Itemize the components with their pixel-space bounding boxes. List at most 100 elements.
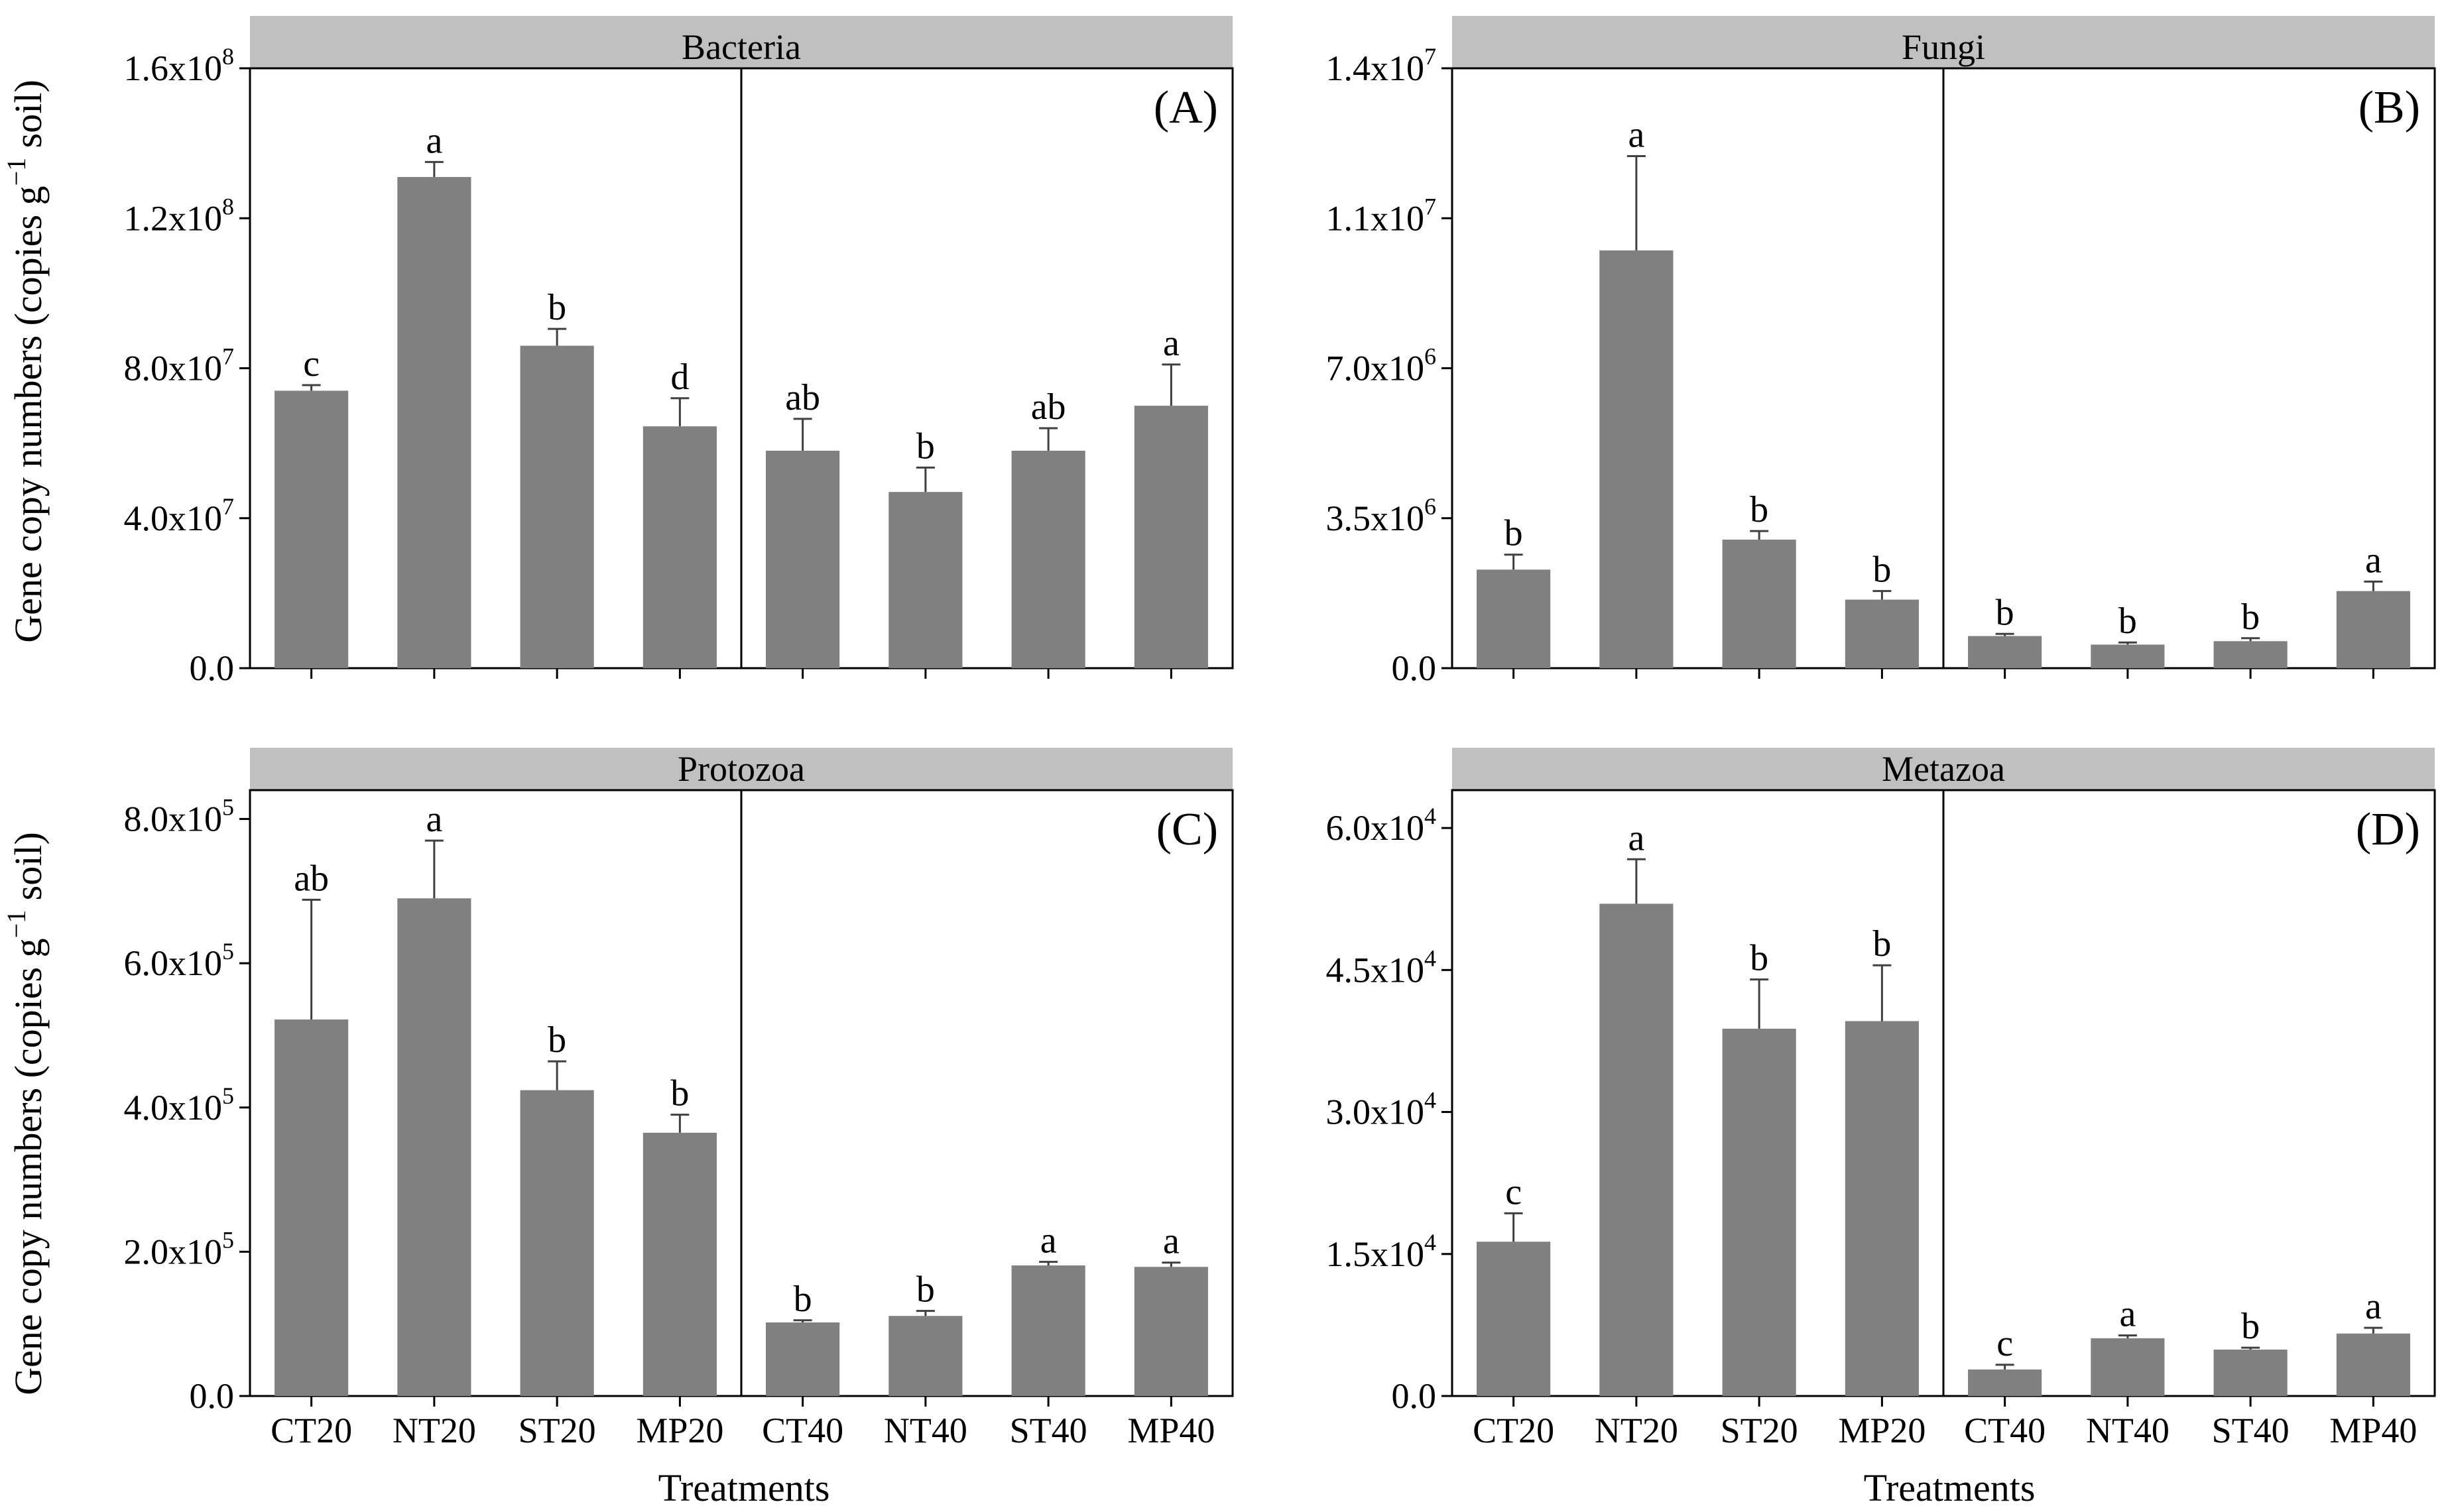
- strip-title: Metazoa: [1882, 749, 2005, 789]
- bar-nt20: [397, 898, 471, 1396]
- y-tick-label: 0.0: [1392, 1376, 1437, 1416]
- panel-fungi: Fungi 0.0 3.5x106 7.0x106 1.1x107 1.4x107 (B) b…: [1326, 16, 2436, 688]
- bar-ct40: [1968, 1369, 2042, 1396]
- x-tick-label: MP40: [2329, 1411, 2417, 1450]
- bar-st40: [1011, 1265, 1085, 1396]
- significance-letter: c: [303, 343, 320, 384]
- significance-letter: b: [2118, 601, 2137, 642]
- x-tick-label: ST20: [519, 1411, 596, 1450]
- significance-letter: b: [548, 287, 566, 328]
- significance-letter: a: [2365, 540, 2382, 581]
- x-tick-label: MP40: [1127, 1411, 1215, 1450]
- significance-letter: ab: [785, 377, 820, 418]
- significance-letter: b: [916, 426, 935, 467]
- y-tick-label: 1.1x107: [1326, 193, 1437, 238]
- significance-letter: d: [670, 357, 689, 398]
- strip-header: [250, 16, 1233, 68]
- bar-ct20: [1477, 569, 1551, 668]
- x-tick-label: CT20: [1473, 1411, 1554, 1450]
- significance-letter: b: [1504, 513, 1523, 554]
- significance-letter: b: [1750, 489, 1768, 530]
- significance-letter: b: [916, 1269, 935, 1310]
- x-tick-label: NT20: [393, 1411, 476, 1450]
- y-axis-title-top: Gene copy numbers (copies g−1 soil): [1, 80, 50, 643]
- bar-nt20: [1599, 903, 1674, 1396]
- significance-letter: a: [1163, 323, 1180, 364]
- significance-letter: ab: [1031, 386, 1066, 428]
- strip-header: [1452, 16, 2435, 68]
- significance-letter: b: [670, 1073, 689, 1114]
- x-tick-label: NT20: [1595, 1411, 1678, 1450]
- y-tick-label: 0.0: [1392, 648, 1437, 688]
- significance-letter: a: [1040, 1220, 1057, 1261]
- x-tick-label: CT20: [271, 1411, 352, 1450]
- bar-ct20: [1477, 1242, 1551, 1396]
- y-tick-label: 1.6x108: [124, 43, 235, 88]
- y-axis-title-bottom: Gene copy numbers (copies g−1 soil): [1, 832, 50, 1395]
- bar-st40: [2213, 641, 2288, 668]
- panel-protozoa: Protozoa 0.0 2.0x105 4.0x105 6.0x105 8.0x105 (…: [124, 748, 1234, 1450]
- significance-letter: b: [1996, 592, 2014, 633]
- strip-header: [250, 748, 1233, 790]
- y-tick-label: 4.0x105: [124, 1082, 235, 1128]
- significance-letter: a: [1163, 1221, 1180, 1262]
- bar-nt40: [888, 492, 963, 668]
- significance-letter: a: [1628, 817, 1644, 858]
- x-tick-label: NT40: [884, 1411, 967, 1450]
- bar-st20: [520, 1090, 594, 1396]
- bar-ct40: [766, 1322, 840, 1396]
- bar-nt20: [1599, 250, 1674, 668]
- significance-letter: b: [794, 1279, 812, 1320]
- y-tick-label: 0.0: [190, 1376, 235, 1416]
- x-tick-label: CT40: [762, 1411, 843, 1450]
- y-tick-label: 2.0x105: [124, 1226, 235, 1271]
- strip-header: [1452, 748, 2435, 790]
- panel-bacteria: Bacteria 0.0 4.0x107 8.0x107 1.2x108 1.6x108 (…: [124, 16, 1234, 688]
- bar-st40: [1011, 450, 1085, 668]
- significance-letter: b: [1872, 550, 1891, 591]
- bar-mp40: [2336, 591, 2410, 668]
- y-tick-label: 6.0x104: [1326, 803, 1437, 848]
- panel-metazoa: Metazoa 0.0 1.5x104 3.0x104 4.5x104 6.0x104 (D…: [1326, 748, 2436, 1450]
- significance-letter: a: [2365, 1286, 2382, 1327]
- y-tick-label: 4.5x104: [1326, 945, 1437, 990]
- bar-nt40: [2091, 644, 2165, 668]
- significance-letter: a: [426, 120, 442, 161]
- significance-letter: c: [1505, 1171, 1522, 1212]
- x-tick-label: MP20: [636, 1411, 723, 1450]
- x-tick-label: ST20: [1721, 1411, 1798, 1450]
- significance-letter: a: [1628, 115, 1644, 156]
- significance-letter: b: [1750, 938, 1768, 979]
- bar-mp20: [1845, 1021, 1919, 1396]
- significance-letter: ab: [294, 858, 329, 899]
- panel-tag: (D): [2356, 804, 2420, 855]
- significance-letter: c: [1996, 1323, 2013, 1364]
- bar-nt40: [888, 1316, 963, 1396]
- bar-mp20: [1845, 599, 1919, 668]
- panel-tag: (B): [2358, 82, 2420, 133]
- bar-mp40: [1134, 1267, 1208, 1396]
- y-tick-label: 3.0x104: [1326, 1087, 1437, 1132]
- bar-ct20: [275, 390, 349, 668]
- y-tick-label: 8.0x107: [124, 343, 235, 388]
- y-tick-label: 1.2x108: [124, 193, 235, 238]
- bar-mp40: [2336, 1333, 2410, 1396]
- panel-tag: (C): [1156, 804, 1218, 855]
- bar-ct20: [275, 1019, 349, 1396]
- bar-mp40: [1134, 406, 1208, 668]
- significance-letter: b: [2241, 1306, 2260, 1347]
- panel-tag: (A): [1154, 82, 1218, 133]
- x-tick-label: CT40: [1964, 1411, 2046, 1450]
- y-tick-label: 7.0x106: [1326, 343, 1437, 388]
- significance-letter: b: [548, 1019, 566, 1061]
- bar-st40: [2213, 1350, 2288, 1396]
- x-axis-title-right: Treatments: [1864, 1466, 2036, 1509]
- bar-st20: [520, 345, 594, 668]
- strip-title: Bacteria: [682, 27, 801, 67]
- significance-letter: a: [426, 799, 442, 840]
- y-tick-label: 6.0x105: [124, 938, 235, 983]
- bar-ct40: [766, 450, 840, 668]
- x-tick-label: NT40: [2086, 1411, 2170, 1450]
- significance-letter: a: [2119, 1294, 2136, 1335]
